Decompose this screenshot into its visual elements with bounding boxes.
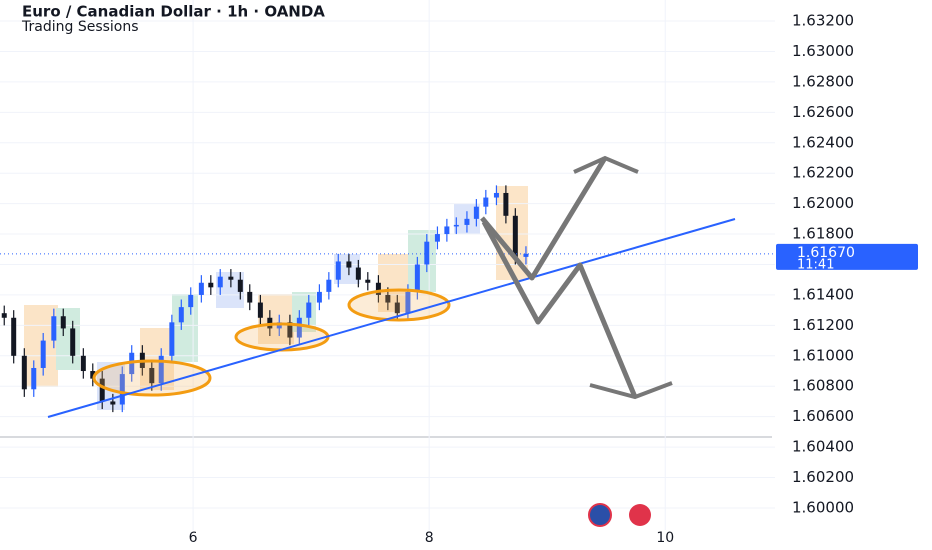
y-tick-label: 1.62200: [792, 164, 854, 182]
support-ellipse: [234, 322, 330, 352]
y-tick-label: 1.62600: [792, 103, 854, 121]
candle-body: [375, 282, 381, 295]
candle-body: [434, 234, 440, 242]
candle-body: [217, 276, 223, 288]
candle-body: [346, 261, 352, 268]
candle-body: [257, 302, 263, 318]
y-tick-label: 1.62000: [792, 194, 854, 212]
candle-body: [316, 291, 322, 303]
candle-body: [188, 294, 194, 308]
y-tick-label: 1.61400: [792, 285, 854, 303]
candle-body: [405, 291, 411, 314]
session-box: [56, 308, 80, 370]
y-tick-label: 1.60200: [792, 468, 854, 486]
candle-body: [493, 192, 499, 198]
candle-body: [119, 374, 125, 405]
annotations: [47, 155, 736, 418]
candle-body: [198, 282, 204, 295]
arrowhead: [589, 381, 673, 400]
candle-body: [523, 253, 529, 257]
support-ellipse: [92, 359, 212, 397]
x-tick-label: 10: [656, 530, 674, 546]
candle-body: [21, 355, 27, 390]
candle-body: [287, 322, 293, 338]
y-tick-label: 1.62400: [792, 133, 854, 151]
candle-body: [464, 218, 470, 225]
candle-body: [149, 367, 155, 384]
candle-body: [80, 355, 86, 372]
candle-body: [483, 197, 489, 207]
candle-body: [208, 282, 214, 288]
flag-icons: [588, 503, 651, 527]
candle-body: [503, 192, 509, 216]
candle-body: [473, 206, 479, 219]
x-tick-label: 8: [425, 530, 434, 546]
candle-body: [60, 316, 66, 329]
candle-body: [178, 307, 184, 323]
session-box: [172, 294, 198, 362]
x-tick-label: 6: [189, 530, 198, 546]
candle-body: [424, 241, 430, 265]
candle-body: [90, 371, 96, 379]
last-price-label: 1.61670: [797, 245, 855, 261]
y-tick-label: 1.62800: [792, 72, 854, 90]
chart-subtitle: Trading Sessions: [21, 19, 139, 35]
candle-body: [31, 367, 37, 390]
candle-body: [158, 355, 164, 384]
candle-body: [51, 316, 57, 341]
candle-body: [394, 302, 400, 314]
y-tick-label: 1.60800: [792, 377, 854, 395]
session-box: [140, 328, 174, 390]
bearish-path: [481, 220, 638, 398]
price-axis-bg: [775, 0, 932, 550]
candle-body: [70, 328, 76, 356]
candle-body: [512, 215, 518, 257]
ca-icon: [629, 504, 651, 526]
candle-body: [444, 226, 450, 235]
y-tick-label: 1.63000: [792, 42, 854, 60]
bullish-path: [480, 156, 608, 281]
candle-body: [326, 279, 332, 292]
eu-icon: [588, 503, 612, 527]
last-price-box: [776, 243, 918, 270]
trendline: [47, 218, 736, 418]
y-tick-label: 1.63200: [792, 12, 854, 30]
candle-body: [296, 317, 302, 338]
y-tick-label: 1.60400: [792, 438, 854, 456]
y-tick-label: 1.61200: [792, 316, 854, 334]
candle-body: [40, 340, 46, 368]
y-tick-label: 1.60000: [792, 498, 854, 516]
candle-body: [237, 279, 243, 292]
candle-body: [110, 401, 116, 405]
candle-body: [99, 378, 105, 402]
chart-title: Euro / Canadian Dollar · 1h · OANDA: [22, 3, 325, 21]
candle-body: [228, 276, 234, 280]
candle-body: [414, 264, 420, 292]
candle-body: [1, 313, 7, 318]
support-ellipse: [347, 288, 451, 322]
candle-body: [247, 291, 253, 303]
candle-body: [453, 224, 459, 227]
candle-body: [11, 317, 17, 356]
y-tick-label: 1.60600: [792, 407, 854, 425]
candle-body: [355, 267, 361, 280]
session-box: [408, 230, 436, 292]
session-box: [378, 254, 410, 312]
y-tick-label: 1.61000: [792, 346, 854, 364]
candle-body: [306, 302, 312, 318]
y-tick-label: 1.61800: [792, 225, 854, 243]
candle-body: [335, 261, 341, 280]
candle-body: [169, 322, 175, 356]
countdown: 11:41: [797, 257, 834, 272]
candle-body: [365, 279, 371, 283]
arrowhead: [573, 155, 639, 174]
candle-body: [385, 294, 391, 303]
